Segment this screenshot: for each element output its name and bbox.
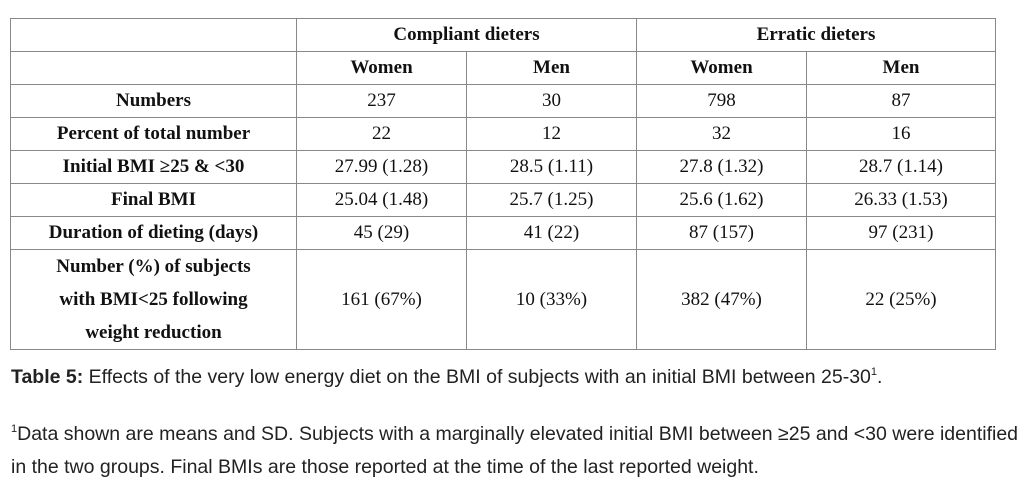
- caption-label: Table 5:: [11, 366, 84, 388]
- table-cell: 97 (231): [806, 216, 996, 250]
- table-cell: 26.33 (1.53): [806, 183, 996, 217]
- row-label-line: weight reduction: [85, 322, 222, 343]
- caption-footnote-marker: 1: [870, 366, 878, 378]
- table-cell: 41 (22): [466, 216, 637, 250]
- row-label: Number (%) of subjects with BMI<25 follo…: [10, 249, 297, 350]
- table-cell: 28.7 (1.14): [806, 150, 996, 184]
- table-cell: 45 (29): [296, 216, 467, 250]
- caption-text: Effects of the very low energy diet on t…: [83, 366, 871, 388]
- table-cell: 12: [466, 117, 637, 151]
- row-label-line: with BMI<25 following: [59, 289, 248, 310]
- row-label: Final BMI: [10, 183, 297, 217]
- group-erratic-dieters: Erratic dieters: [636, 18, 996, 52]
- table-cell: 30: [466, 84, 637, 118]
- table-cell: 798: [636, 84, 807, 118]
- table-cell: 237: [296, 84, 467, 118]
- table-cell: 27.8 (1.32): [636, 150, 807, 184]
- table-cell: 161 (67%): [296, 249, 467, 350]
- footnote-text: Data shown are means and SD. Subjects wi…: [11, 423, 1019, 478]
- table-cell: 25.6 (1.62): [636, 183, 807, 217]
- subheader-compliant-women: Women: [296, 51, 467, 85]
- table-caption: Table 5: Effects of the very low energy …: [11, 366, 882, 389]
- table-row: Duration of dieting (days) 45 (29) 41 (2…: [10, 216, 996, 250]
- subheader-erratic-women: Women: [636, 51, 807, 85]
- table-cell: 25.7 (1.25): [466, 183, 637, 217]
- table-cell: 27.99 (1.28): [296, 150, 467, 184]
- table-cell: 87: [806, 84, 996, 118]
- table-cell: 32: [636, 117, 807, 151]
- row-label-line: Number (%) of subjects: [56, 256, 251, 277]
- table-cell: 22 (25%): [806, 249, 996, 350]
- group-header-row: Compliant dieters Erratic dieters: [10, 18, 996, 52]
- subheader-erratic-men: Men: [806, 51, 996, 85]
- row-label: Initial BMI ≥25 & <30: [10, 150, 297, 184]
- subheader-compliant-men: Men: [466, 51, 637, 85]
- row-label: Numbers: [10, 84, 297, 118]
- footnote-marker: 1: [11, 423, 18, 435]
- table-row: Final BMI 25.04 (1.48) 25.7 (1.25) 25.6 …: [10, 183, 996, 217]
- table-footnote: 1Data shown are means and SD. Subjects w…: [11, 418, 1021, 484]
- subheader-row: Women Men Women Men: [10, 51, 996, 85]
- table-row: Number (%) of subjects with BMI<25 follo…: [10, 249, 996, 350]
- results-table: Compliant dieters Erratic dieters Women …: [10, 18, 996, 350]
- table-cell: 28.5 (1.11): [466, 150, 637, 184]
- row-label: Percent of total number: [10, 117, 297, 151]
- table-cell: 10 (33%): [466, 249, 637, 350]
- table-row: Percent of total number 22 12 32 16: [10, 117, 996, 151]
- table-cell: 25.04 (1.48): [296, 183, 467, 217]
- table-row: Initial BMI ≥25 & <30 27.99 (1.28) 28.5 …: [10, 150, 996, 184]
- table-cell: 382 (47%): [636, 249, 807, 350]
- table-cell: 22: [296, 117, 467, 151]
- table-cell: 87 (157): [636, 216, 807, 250]
- empty-corner-cell: [10, 51, 297, 85]
- row-label: Duration of dieting (days): [10, 216, 297, 250]
- group-compliant-dieters: Compliant dieters: [296, 18, 637, 52]
- table-cell: 16: [806, 117, 996, 151]
- empty-corner-cell: [10, 18, 297, 52]
- table-row: Numbers 237 30 798 87: [10, 84, 996, 118]
- caption-end: .: [877, 366, 883, 388]
